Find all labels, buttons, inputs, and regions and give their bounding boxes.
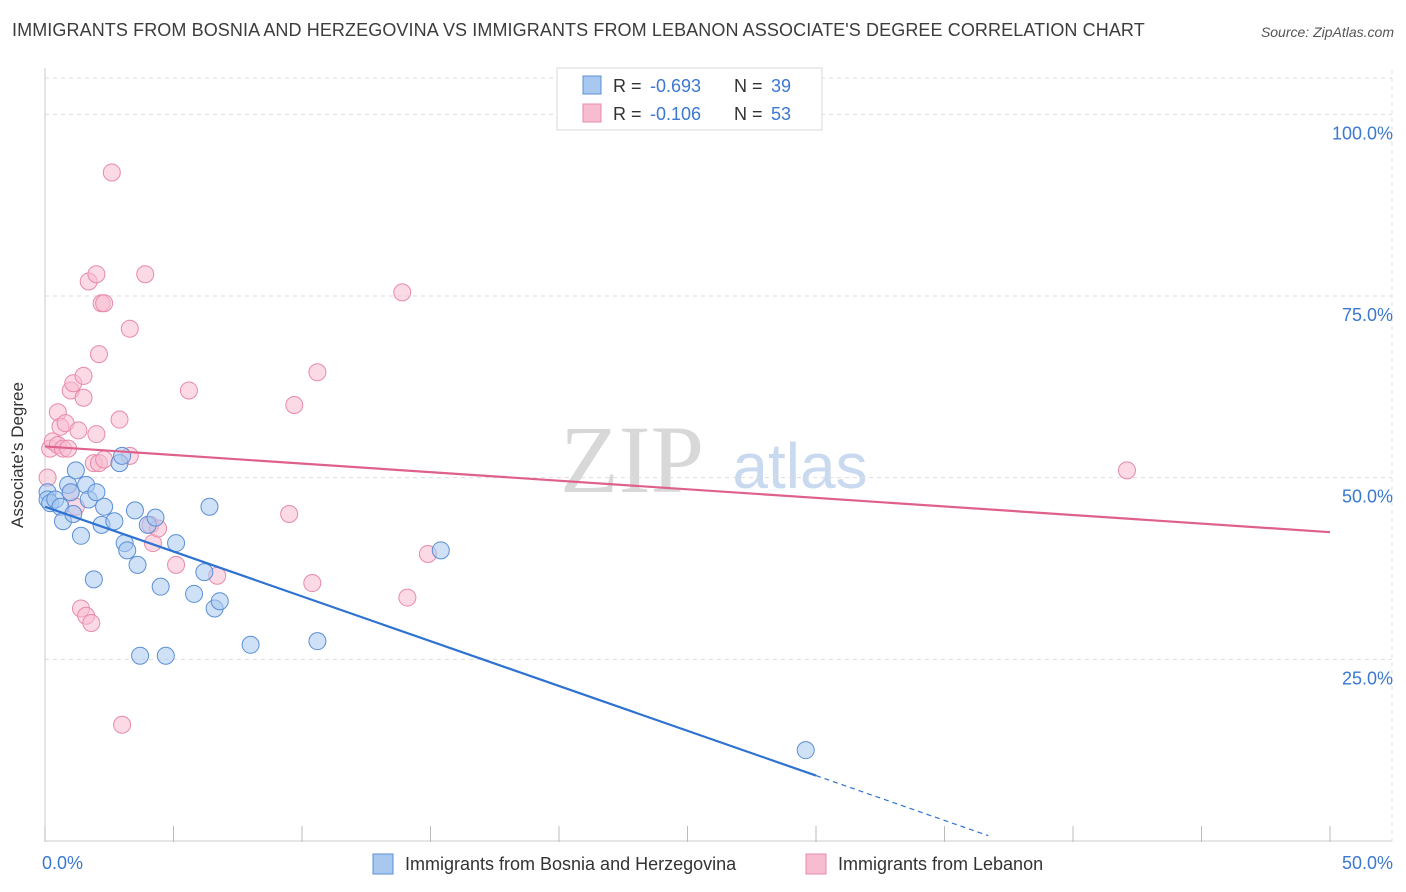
data-point-bosnia	[84, 570, 103, 589]
legend-top-n-value-pink: 53	[771, 104, 791, 124]
y-tick-label: 50.0%	[1342, 487, 1393, 507]
chart-title: IMMIGRANTS FROM BOSNIA AND HERZEGOVINA V…	[12, 20, 1145, 40]
watermark-atlas: atlas	[732, 430, 867, 502]
data-point-lebanon	[303, 574, 322, 593]
legend-label-lebanon: Immigrants from Lebanon	[838, 854, 1043, 874]
data-point-bosnia	[200, 497, 219, 516]
data-point-bosnia	[118, 541, 137, 560]
legend-label-bosnia: Immigrants from Bosnia and Herzegovina	[405, 854, 737, 874]
x-tick-label-max: 50.0%	[1342, 853, 1393, 873]
data-point-lebanon	[120, 319, 139, 338]
data-point-lebanon	[280, 505, 299, 523]
legend-swatch-bosnia	[372, 853, 394, 875]
y-tick-label: 25.0%	[1342, 668, 1393, 688]
data-point-bosnia	[431, 541, 450, 560]
data-point-bosnia	[113, 446, 132, 465]
data-point-bosnia	[71, 526, 90, 545]
data-point-bosnia	[308, 632, 327, 651]
data-point-bosnia	[61, 483, 80, 502]
legend-top-r-value-pink: -0.106	[650, 104, 701, 124]
data-point-lebanon	[95, 450, 114, 469]
legend-top-r-value-blue: -0.693	[650, 76, 701, 96]
legend-bottom: Immigrants from Bosnia and Herzegovina I…	[372, 853, 1043, 875]
y-tick-label: 100.0%	[1332, 123, 1393, 143]
legend-top-n-value-blue: 39	[771, 76, 791, 96]
data-point-bosnia	[151, 577, 170, 596]
data-point-lebanon	[110, 410, 129, 429]
legend-top: R = -0.693 N = 39 R = -0.106 N = 53	[556, 67, 823, 131]
data-point-bosnia	[195, 563, 214, 582]
data-point-lebanon	[74, 366, 93, 385]
data-point-bosnia	[95, 497, 114, 516]
data-point-lebanon	[136, 265, 155, 284]
legend-top-r-label-pink: R =	[613, 104, 642, 124]
data-point-lebanon	[398, 588, 417, 607]
data-point-bosnia	[241, 635, 260, 654]
source-credit: Source: ZipAtlas.com	[1260, 24, 1394, 40]
data-point-bosnia	[105, 512, 124, 531]
data-point-lebanon	[87, 425, 106, 444]
data-point-lebanon	[179, 381, 198, 400]
trend-line-bosnia-extension	[815, 775, 989, 837]
data-point-lebanon	[285, 396, 304, 414]
data-point-lebanon	[69, 421, 88, 440]
legend-top-n-label-blue: N =	[734, 76, 763, 96]
data-point-bosnia	[125, 501, 144, 520]
data-point-lebanon	[1117, 461, 1136, 480]
data-point-lebanon	[87, 265, 106, 284]
data-point-bosnia	[131, 646, 150, 665]
legend-swatch-lebanon	[805, 853, 827, 875]
x-tick-label-min: 0.0%	[42, 853, 83, 873]
data-point-lebanon	[393, 283, 412, 302]
data-point-bosnia	[87, 483, 106, 502]
data-point-lebanon	[113, 715, 132, 734]
data-point-bosnia	[156, 646, 175, 665]
trend-line-bosnia	[44, 505, 817, 777]
data-point-bosnia	[210, 592, 229, 611]
data-point-bosnia	[167, 534, 186, 553]
data-point-bosnia	[128, 555, 147, 574]
data-point-bosnia	[146, 508, 165, 527]
data-point-lebanon	[308, 363, 327, 382]
watermark-zip: ZIP	[560, 406, 704, 513]
y-tick-label: 75.0%	[1342, 305, 1393, 325]
legend-top-swatch-blue	[582, 75, 602, 95]
data-point-lebanon	[95, 294, 114, 313]
data-point-lebanon	[167, 555, 186, 574]
data-point-lebanon	[82, 614, 101, 632]
data-point-lebanon	[74, 388, 93, 407]
data-point-lebanon	[89, 345, 108, 364]
legend-top-r-label-blue: R =	[613, 76, 642, 96]
data-point-bosnia	[796, 741, 815, 760]
data-point-bosnia	[185, 584, 204, 603]
data-point-lebanon	[102, 163, 121, 182]
legend-top-swatch-pink	[582, 103, 602, 123]
trend-line-lebanon	[44, 445, 1331, 534]
data-point-bosnia	[66, 461, 85, 480]
legend-top-n-label-pink: N =	[734, 104, 763, 124]
